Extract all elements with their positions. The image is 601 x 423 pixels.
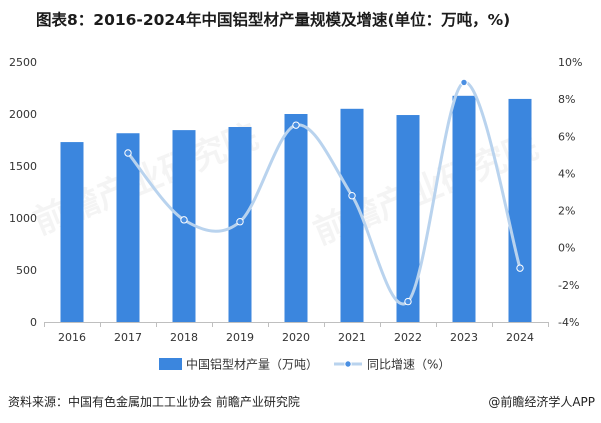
y-right-tick-label: 6% (558, 130, 575, 143)
bar (60, 142, 84, 322)
y-right-tick-label: 8% (558, 93, 575, 106)
growth-point (292, 121, 300, 129)
y-right-tick-label: 4% (558, 167, 575, 180)
y-right-tick-label: 10% (558, 56, 582, 69)
y-left-tick-label: 2500 (9, 56, 37, 69)
y-left-tick-label: 1500 (9, 160, 37, 173)
bar (452, 95, 476, 322)
growth-point (236, 218, 244, 226)
x-tick-label: 2021 (338, 331, 366, 344)
bar (340, 108, 364, 322)
legend-bar-label: 中国铝型材产量（万吨） (186, 357, 318, 372)
x-tick-label: 2023 (450, 331, 478, 344)
x-tick-label: 2018 (170, 331, 198, 344)
y-left-tick-label: 0 (30, 316, 37, 329)
x-tick-label: 2016 (58, 331, 86, 344)
bar-series (60, 95, 532, 322)
growth-point (348, 192, 356, 200)
growth-point (124, 149, 132, 157)
growth-point (460, 78, 468, 87)
growth-point (404, 297, 412, 306)
growth-point (180, 216, 188, 224)
x-tick-label: 2019 (226, 331, 254, 344)
axis-layer: 2016 2017 2018 2019 2020 2021 2022 2023 2024 0 500… (9, 56, 582, 344)
line-series (124, 78, 524, 306)
bar (508, 98, 532, 322)
legend: 中国铝型材产量（万吨） 同比增速（%） (159, 357, 450, 372)
y-right-tick-label: -4% (558, 316, 579, 329)
y-right-tick-label: 0% (558, 242, 575, 255)
legend-line-label: 同比增速（%） (367, 358, 450, 372)
y-right-tick-label: 2% (558, 205, 575, 218)
legend-bar-swatch (159, 358, 182, 370)
legend-line-marker (344, 360, 352, 368)
growth-point (516, 264, 524, 272)
brand-text: @前瞻经济学人APP (488, 395, 595, 409)
y-left-tick-label: 500 (16, 264, 37, 277)
y-left-tick-label: 2000 (9, 108, 37, 121)
brand-credit: @前瞻经济学人APP (488, 393, 595, 410)
bar (172, 130, 196, 322)
y-right-tick-label: -2% (558, 279, 579, 292)
x-tick-label: 2024 (506, 331, 534, 344)
x-tick-label: 2020 (282, 331, 310, 344)
y-left-tick-label: 1000 (9, 212, 37, 225)
bar (284, 114, 308, 322)
chart-title: 图表8：2016-2024年中国铝型材产量规模及增速(单位：万吨，%) (36, 11, 511, 29)
bar (116, 133, 140, 322)
x-tick-label: 2017 (114, 331, 142, 344)
source-note: 资料来源：中国有色金属加工工业协会 前瞻产业研究院 (8, 395, 300, 409)
bar (396, 115, 420, 322)
x-tick-label: 2022 (394, 331, 422, 344)
